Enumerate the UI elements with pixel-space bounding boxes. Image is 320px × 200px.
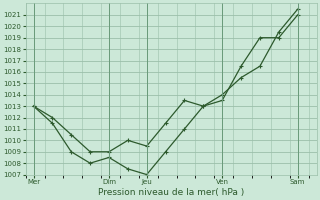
X-axis label: Pression niveau de la mer( hPa ): Pression niveau de la mer( hPa ) [98,188,244,197]
